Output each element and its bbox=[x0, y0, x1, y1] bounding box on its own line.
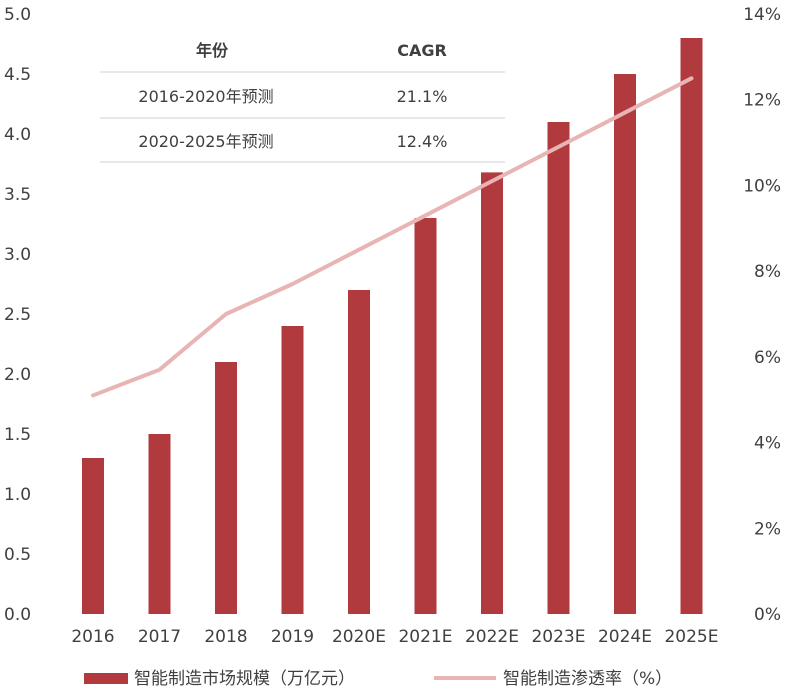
x-tick-label: 2016 bbox=[71, 627, 114, 647]
left-tick-label: 4.0 bbox=[4, 125, 31, 145]
left-tick-label: 2.5 bbox=[4, 305, 31, 325]
legend-bar-swatch bbox=[84, 673, 128, 684]
right-tick-label: 4% bbox=[754, 434, 781, 454]
bar-2024E bbox=[614, 74, 636, 614]
table-row-1-period: 2016-2020年预测 bbox=[138, 87, 273, 106]
left-tick-label: 1.5 bbox=[4, 425, 31, 445]
penetration-rate-line bbox=[91, 76, 694, 398]
left-axis-ticks: 0.0 0.5 1.0 1.5 2.0 2.5 3.0 3.5 4.0 4.5 5.0 bbox=[4, 5, 31, 625]
line-layer bbox=[91, 76, 694, 398]
x-tick-label: 2023E bbox=[531, 627, 585, 647]
x-tick-label: 2019 bbox=[271, 627, 314, 647]
bars-group bbox=[82, 38, 703, 614]
bar-2019 bbox=[281, 326, 304, 614]
bar-2022E bbox=[481, 172, 503, 614]
table-row-1-cagr: 21.1% bbox=[397, 87, 448, 106]
legend-line-label: 智能制造渗透率（%） bbox=[503, 669, 672, 689]
table-row-2-period: 2020-2025年预测 bbox=[138, 132, 273, 151]
bar-2017 bbox=[148, 434, 171, 614]
right-tick-label: 8% bbox=[754, 262, 781, 282]
left-tick-label: 3.5 bbox=[4, 185, 31, 205]
left-tick-label: 3.0 bbox=[4, 245, 31, 265]
right-tick-label: 14% bbox=[743, 5, 781, 25]
left-tick-label: 0.5 bbox=[4, 545, 31, 565]
bar-2018 bbox=[215, 362, 237, 614]
right-axis-ticks: 0% 2% 4% 6% 8% 10% 12% 14% bbox=[743, 5, 781, 625]
x-tick-label: 2024E bbox=[598, 627, 652, 647]
bar-2021E bbox=[414, 218, 437, 614]
right-tick-label: 2% bbox=[754, 519, 781, 539]
x-tick-label: 2020E bbox=[332, 627, 386, 647]
bar-2023E bbox=[547, 122, 570, 614]
x-tick-label: 2021E bbox=[398, 627, 452, 647]
x-axis-ticks: 2016 2017 2018 2019 2020E 2021E 2022E 2023E 2024… bbox=[71, 627, 718, 647]
right-tick-label: 12% bbox=[743, 91, 781, 111]
left-tick-label: 0.0 bbox=[4, 605, 31, 625]
right-tick-label: 10% bbox=[743, 176, 781, 196]
legend: 智能制造市场规模（万亿元） 智能制造渗透率（%） bbox=[84, 669, 672, 689]
x-tick-label: 2018 bbox=[204, 627, 247, 647]
right-tick-label: 0% bbox=[754, 605, 781, 625]
table-header-year: 年份 bbox=[196, 41, 229, 60]
left-tick-label: 1.0 bbox=[4, 485, 31, 505]
x-tick-label: 2022E bbox=[465, 627, 519, 647]
right-tick-label: 6% bbox=[754, 348, 781, 368]
x-tick-label: 2017 bbox=[138, 627, 181, 647]
legend-bar-label: 智能制造市场规模（万亿元） bbox=[134, 669, 355, 689]
bar-2020E bbox=[348, 290, 370, 614]
left-tick-label: 5.0 bbox=[4, 5, 31, 25]
bar-2016 bbox=[82, 458, 104, 614]
cagr-table: 年份 CAGR 2016-2020年预测 21.1% 2020-2025年预测 … bbox=[100, 41, 505, 163]
bar-2025E bbox=[680, 38, 703, 614]
left-tick-label: 2.0 bbox=[4, 365, 31, 385]
x-tick-label: 2025E bbox=[664, 627, 718, 647]
table-header-cagr: CAGR bbox=[397, 41, 447, 60]
left-tick-label: 4.5 bbox=[4, 65, 31, 85]
table-row-2-cagr: 12.4% bbox=[397, 132, 448, 151]
